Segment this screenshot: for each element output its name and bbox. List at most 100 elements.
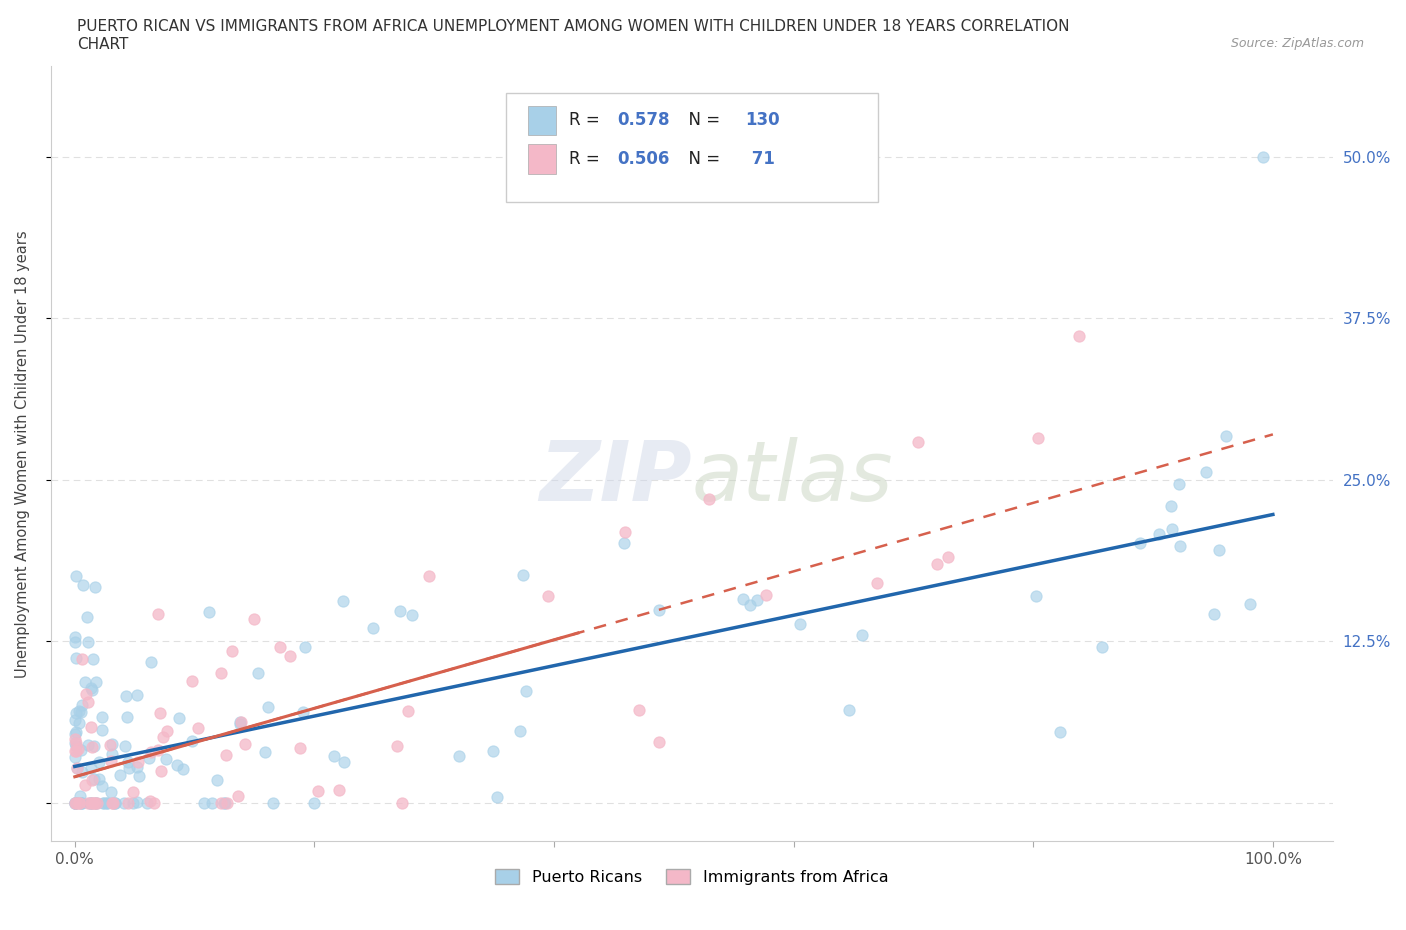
Point (101, 737, 124, 751)
Point (385, 739, 408, 754)
Point (647, 735, 669, 750)
Point (1067, 328, 1090, 343)
Point (747, 592, 769, 607)
Point (66, 761, 89, 776)
Point (1161, 522, 1184, 537)
Point (181, 734, 204, 749)
Point (614, 525, 637, 540)
Point (127, 687, 149, 702)
Point (117, 795, 139, 810)
Point (294, 640, 316, 655)
Point (101, 795, 124, 810)
Point (139, 655, 162, 670)
Point (80, 773, 103, 788)
Point (70, 795, 93, 810)
Point (72, 578, 94, 592)
Text: CHART: CHART (77, 37, 129, 52)
Point (139, 793, 162, 808)
Point (290, 740, 312, 755)
Point (75, 686, 97, 701)
Point (193, 795, 215, 810)
Point (1168, 539, 1191, 554)
Point (125, 760, 148, 775)
Point (391, 795, 413, 810)
Point (83, 771, 105, 786)
Point (87, 772, 110, 787)
Point (65, 795, 87, 810)
Point (509, 724, 531, 738)
Point (754, 588, 776, 603)
Text: PUERTO RICAN VS IMMIGRANTS FROM AFRICA UNEMPLOYMENT AMONG WOMEN WITH CHILDREN UN: PUERTO RICAN VS IMMIGRANTS FROM AFRICA U… (77, 19, 1070, 33)
Point (401, 608, 423, 623)
Point (104, 795, 127, 810)
Point (100, 785, 122, 800)
Point (328, 782, 350, 797)
Point (63, 795, 86, 810)
Point (69, 789, 91, 804)
Bar (527, 144, 555, 174)
Point (172, 762, 194, 777)
Point (63, 795, 86, 810)
Point (278, 648, 301, 663)
Point (253, 745, 276, 760)
Point (66, 742, 89, 757)
Point (269, 640, 291, 655)
Point (67, 716, 90, 731)
Point (927, 556, 949, 571)
Point (209, 795, 232, 810)
Point (63, 795, 86, 810)
Point (141, 744, 163, 759)
Point (118, 761, 141, 776)
Point (201, 795, 224, 810)
Point (209, 666, 232, 681)
Point (101, 746, 124, 761)
Point (79, 795, 101, 810)
Point (82, 795, 104, 810)
Text: 71: 71 (745, 150, 775, 168)
Point (101, 795, 124, 810)
Point (82, 682, 104, 697)
Point (907, 434, 929, 449)
Text: ZIP: ZIP (538, 436, 692, 517)
Point (512, 568, 534, 583)
Point (221, 644, 243, 658)
Point (67, 703, 90, 718)
Point (91, 722, 114, 737)
Point (86, 795, 108, 810)
Point (76, 634, 98, 649)
Point (149, 705, 172, 720)
Point (82, 652, 104, 667)
Point (63, 726, 86, 741)
Point (104, 795, 127, 810)
Point (851, 627, 873, 642)
Point (323, 748, 346, 763)
Point (257, 700, 280, 715)
Point (70, 704, 93, 719)
Point (228, 716, 250, 731)
Point (447, 749, 470, 764)
Point (789, 617, 811, 631)
Point (75, 674, 97, 689)
Point (207, 773, 229, 788)
Point (70, 795, 93, 810)
Point (65, 724, 87, 739)
Point (1049, 724, 1071, 739)
Point (1026, 431, 1049, 445)
Point (1160, 498, 1182, 513)
Point (100, 754, 122, 769)
Point (146, 606, 169, 621)
Point (117, 754, 139, 769)
Point (697, 492, 720, 507)
Point (77, 795, 100, 810)
Point (70, 698, 93, 712)
Point (628, 702, 651, 717)
Point (307, 783, 329, 798)
Text: Source: ZipAtlas.com: Source: ZipAtlas.com (1230, 37, 1364, 50)
Point (1167, 477, 1189, 492)
Point (65, 705, 87, 720)
Point (63, 732, 86, 747)
Point (65, 795, 87, 810)
Point (79, 681, 101, 696)
Point (332, 754, 354, 769)
Point (1025, 588, 1047, 603)
